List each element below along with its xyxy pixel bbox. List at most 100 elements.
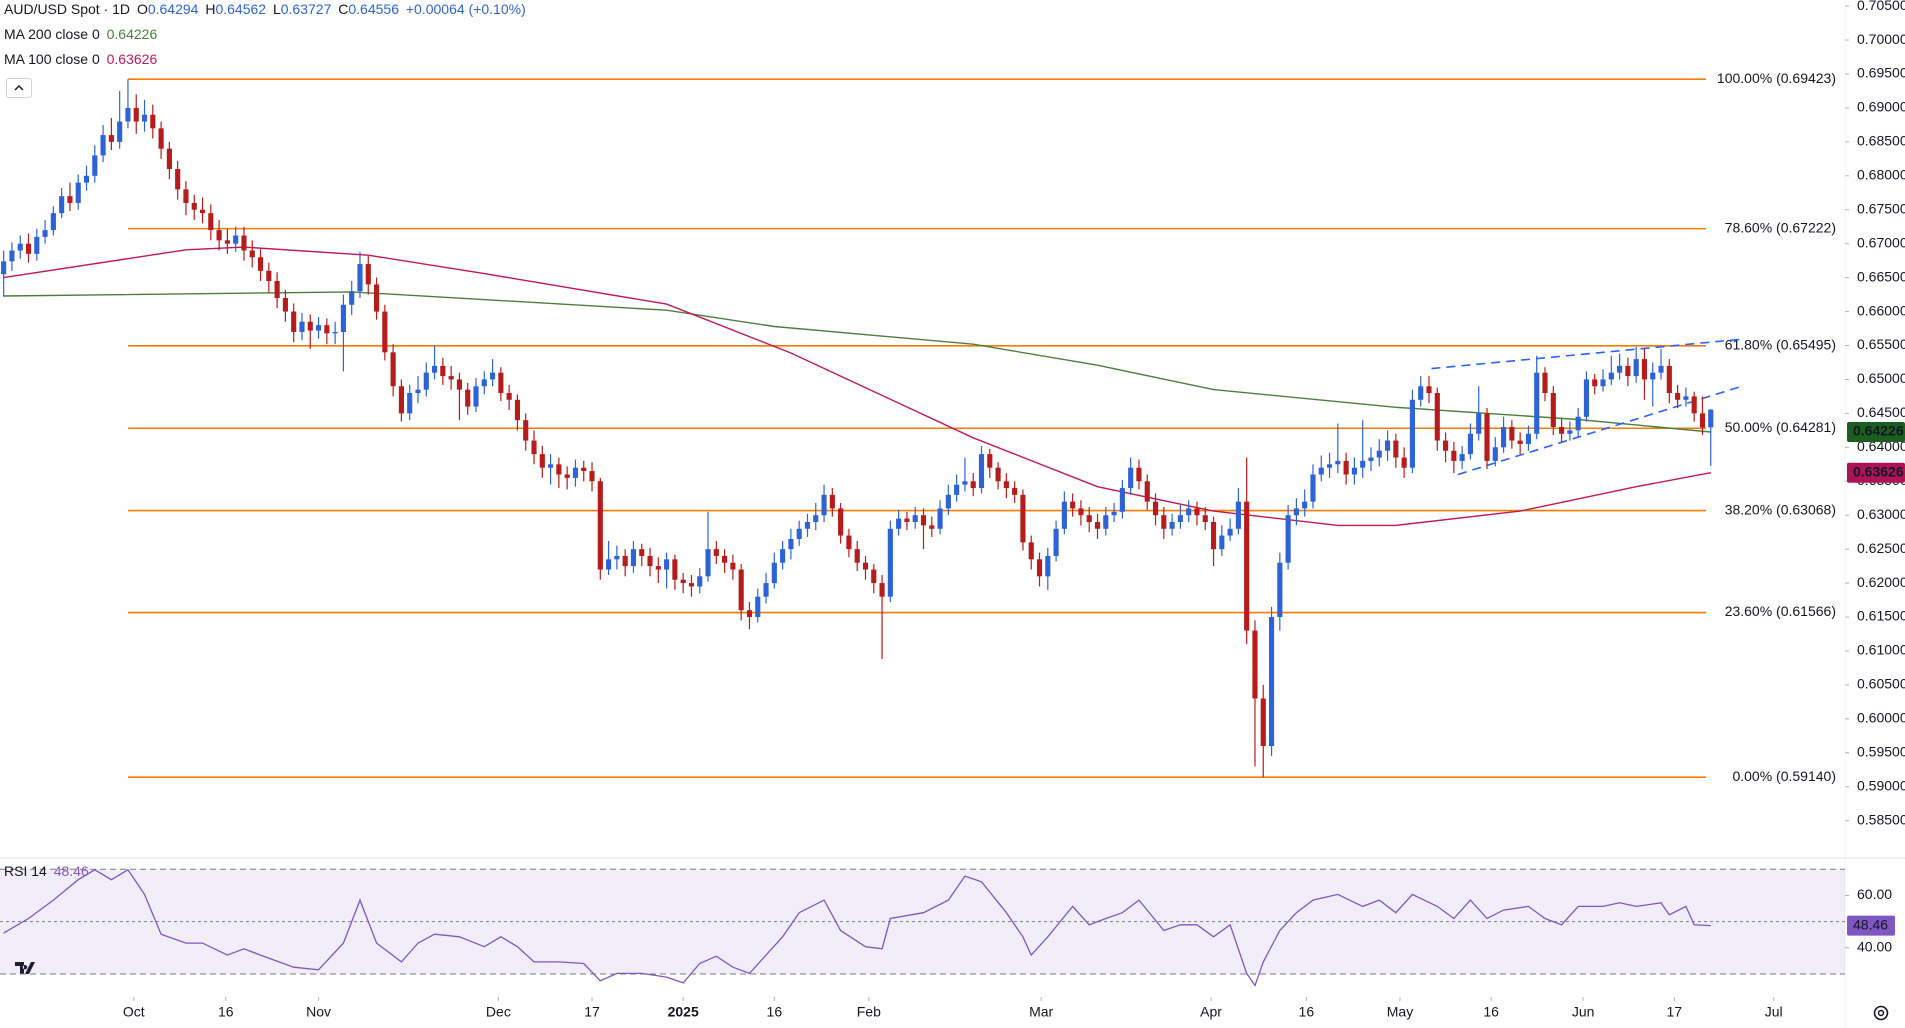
symbol-legend: AUD/USD Spot · 1D O0.64294 H0.64562 L0.6… (4, 1, 529, 17)
candle-body (365, 264, 371, 285)
open-value: 0.64294 (147, 1, 199, 17)
symbol: AUD/USD Spot · 1D (4, 1, 131, 17)
candle-body (846, 535, 852, 550)
candle-body (1020, 494, 1026, 543)
candle-body (415, 389, 421, 394)
candle-body (34, 236, 40, 254)
candle-body (896, 518, 902, 529)
candle-body (755, 596, 761, 618)
candle-body (1186, 508, 1192, 516)
x-tick-label: Jul (1765, 1004, 1783, 1020)
candle-body (1633, 359, 1639, 377)
candle-body (763, 583, 769, 597)
candle-body (1169, 521, 1175, 529)
candle-body (539, 454, 545, 468)
candle-body (490, 372, 496, 380)
candle-body (440, 365, 446, 377)
candle-body (456, 379, 462, 390)
high-value: 0.64562 (215, 1, 267, 17)
candle-body (233, 235, 239, 244)
candle-body (1550, 393, 1556, 427)
candle-body (1451, 450, 1457, 461)
candle-body (1658, 365, 1664, 373)
candle-body (1078, 508, 1084, 516)
price-flag-label: 0.64226 (1853, 423, 1904, 439)
candle-body (655, 566, 661, 570)
rsi-tick-label: 40.00 (1857, 938, 1892, 954)
collapse-button[interactable] (6, 78, 32, 98)
gear-ring[interactable] (1873, 1005, 1889, 1021)
candle-body (17, 243, 23, 251)
collapse-icon[interactable] (7, 79, 31, 97)
tv-logo (12, 958, 42, 978)
candle-body (1592, 379, 1598, 387)
candle-body (688, 583, 695, 587)
candle-body (1219, 535, 1225, 550)
y-tick-label: 0.59500 (1857, 743, 1905, 759)
x-tick-label: 16 (1299, 1004, 1315, 1020)
candle-body (1128, 467, 1134, 489)
candle-body (1293, 508, 1299, 516)
candle-body (970, 481, 976, 489)
y-tick-label: 0.68500 (1857, 133, 1905, 149)
candle-body (1608, 372, 1614, 380)
y-tick-label: 0.70500 (1857, 0, 1905, 13)
moving-average (3, 246, 1711, 527)
candle-body (224, 240, 230, 244)
candle-body (1559, 426, 1565, 434)
candle-body (1136, 467, 1142, 482)
candle-body (390, 352, 396, 387)
candle-body (506, 393, 512, 400)
candle-body (1492, 447, 1498, 461)
candle-body (680, 579, 686, 584)
candle-body (241, 235, 247, 251)
rsi-value: 48.46 (53, 863, 89, 879)
chevron[interactable] (14, 85, 24, 91)
candle-body (1343, 460, 1349, 475)
candle-body (150, 114, 156, 129)
candle-body (324, 325, 330, 334)
close-label: C (338, 1, 349, 17)
candle-body (67, 196, 73, 203)
candle-body (473, 386, 479, 407)
candle-body (597, 481, 603, 570)
trendline (1431, 338, 1740, 370)
candle-body (804, 521, 811, 529)
candle-body (1683, 396, 1689, 400)
candle-body (274, 281, 280, 298)
y-tick-label: 0.64500 (1857, 404, 1905, 420)
candle-body (622, 555, 628, 567)
candle-body (158, 128, 164, 149)
candle-body (838, 508, 844, 536)
x-tick-label: Feb (857, 1004, 881, 1020)
price-flag (1847, 462, 1905, 483)
settings-icon[interactable] (1873, 1005, 1889, 1021)
candle-body (175, 169, 181, 190)
candle-body (1177, 515, 1183, 522)
x-tick-label: 16 (218, 1004, 234, 1020)
candle-body (1467, 433, 1474, 455)
candle-body (208, 213, 214, 231)
candle-body (1244, 501, 1250, 631)
candle-body (1360, 460, 1366, 468)
candle-body (1235, 501, 1241, 529)
candle-body (1443, 440, 1449, 451)
candle-body (199, 209, 206, 214)
candle-body (572, 467, 579, 478)
candle-body (373, 284, 380, 312)
candle-body (962, 481, 968, 485)
candle-body (614, 555, 620, 560)
candle-body (1111, 511, 1117, 516)
candle-body (1476, 413, 1482, 434)
x-tick-label: 2025 (668, 1004, 699, 1020)
y-tick-label: 0.65000 (1857, 370, 1905, 386)
candle-body (1310, 474, 1316, 502)
candle-body (257, 257, 264, 271)
x-tick-label: 17 (584, 1004, 600, 1020)
candle-body (59, 196, 65, 214)
candle-body (1409, 399, 1415, 468)
candle-body (498, 372, 504, 394)
gear-hub[interactable] (1877, 1009, 1885, 1017)
y-tick-label: 0.64000 (1857, 438, 1905, 454)
candle-body (945, 494, 951, 509)
